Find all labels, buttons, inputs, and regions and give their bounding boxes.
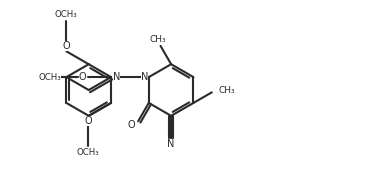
- Text: O: O: [79, 72, 86, 82]
- Text: N: N: [167, 139, 175, 149]
- Text: CH₃: CH₃: [149, 35, 166, 44]
- Text: N: N: [141, 72, 149, 82]
- Text: OCH₃: OCH₃: [77, 148, 100, 157]
- Text: O: O: [85, 116, 92, 126]
- Text: OCH₃: OCH₃: [39, 73, 61, 82]
- Text: CH₃: CH₃: [219, 86, 235, 95]
- Text: O: O: [127, 120, 135, 130]
- Text: N: N: [113, 72, 120, 82]
- Text: O: O: [62, 41, 70, 51]
- Text: OCH₃: OCH₃: [55, 10, 77, 19]
